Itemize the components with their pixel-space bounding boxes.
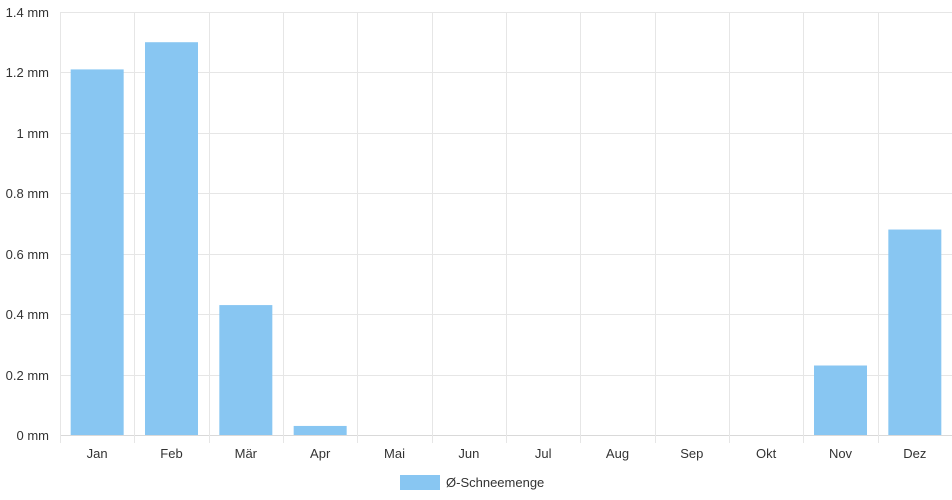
x-tick-label: Jan (87, 446, 108, 461)
legend-label[interactable]: Ø-Schneemenge (446, 475, 544, 490)
bar-feb[interactable] (145, 42, 198, 436)
bar-jan[interactable] (70, 69, 124, 435)
y-tick-label: 0.8 mm (6, 186, 49, 201)
x-tick-label: Apr (310, 446, 331, 461)
y-tick-label: 0.2 mm (6, 368, 49, 383)
bar-dez[interactable] (888, 229, 942, 435)
y-tick-label: 1.4 mm (6, 5, 49, 20)
y-tick-label: 0.6 mm (6, 247, 49, 262)
bar-apr[interactable] (293, 425, 347, 435)
x-tick-label: Jun (458, 446, 479, 461)
legend-swatch[interactable] (400, 475, 440, 490)
y-tick-label: 0.4 mm (6, 307, 49, 322)
bar-nov[interactable] (814, 365, 867, 435)
x-axis-tick-labels: Jan Feb Mär Apr Mai Jun Jul Aug Sep Okt Nov Dez (87, 446, 927, 461)
x-tick-label: Okt (756, 446, 777, 461)
y-tick-label: 0 mm (17, 428, 50, 443)
x-tick-label: Dez (903, 446, 926, 461)
y-tick-label: 1.2 mm (6, 65, 49, 80)
grid-layer (60, 12, 952, 443)
y-tick-label: 1 mm (17, 126, 50, 141)
legend[interactable]: Ø-Schneemenge (400, 475, 544, 490)
x-tick-label: Nov (829, 446, 853, 461)
x-tick-label: Jul (535, 446, 552, 461)
x-tick-label: Mai (384, 446, 405, 461)
bars-layer (70, 42, 942, 436)
x-tick-label: Mär (235, 446, 258, 461)
x-tick-label: Sep (680, 446, 703, 461)
y-axis-tick-labels: 0 mm 0.2 mm 0.4 mm 0.6 mm 0.8 mm 1 mm 1.2 mm 1.… (6, 5, 49, 443)
bar-mär[interactable] (219, 305, 273, 435)
x-tick-label: Feb (160, 446, 182, 461)
x-tick-label: Aug (606, 446, 629, 461)
